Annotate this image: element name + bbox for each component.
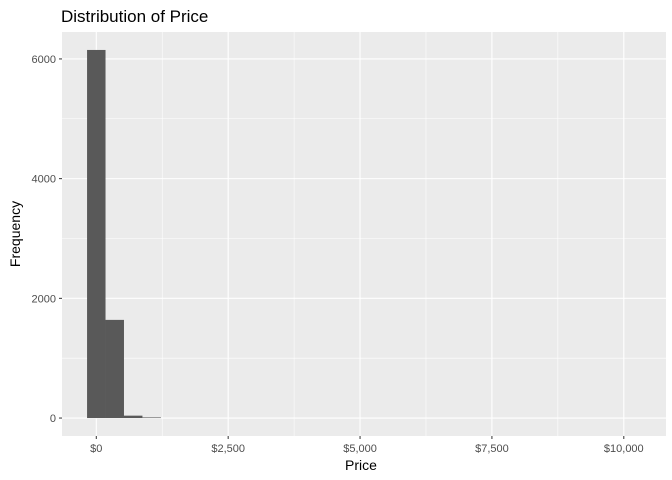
y-axis-title: Frequency (7, 201, 23, 267)
histogram-bar (123, 415, 143, 419)
x-tick-label: $7,500 (475, 443, 509, 455)
y-axis-ticks: 0 2000 4000 6000 (32, 54, 62, 425)
y-tick-label: 2000 (32, 293, 56, 305)
y-tick-label: 0 (50, 413, 56, 425)
histogram-bar (105, 319, 124, 419)
x-axis-ticks: $0 $2,500 $5,000 $7,500 $10,000 (90, 436, 644, 455)
x-tick-label: $2,500 (211, 443, 245, 455)
plot-panel (62, 32, 666, 436)
chart-title: Distribution of Price (61, 7, 208, 26)
histogram-bar (87, 49, 106, 419)
y-tick-label: 4000 (32, 174, 56, 186)
minor-gridlines (62, 32, 666, 436)
histogram-bars (87, 49, 161, 419)
y-tick-label: 6000 (32, 54, 56, 66)
x-tick-label: $5,000 (343, 443, 377, 455)
x-tick-label: $10,000 (604, 443, 644, 455)
x-tick-label: $0 (90, 443, 102, 455)
histogram-bar (142, 417, 161, 419)
x-axis-title: Price (345, 457, 377, 473)
